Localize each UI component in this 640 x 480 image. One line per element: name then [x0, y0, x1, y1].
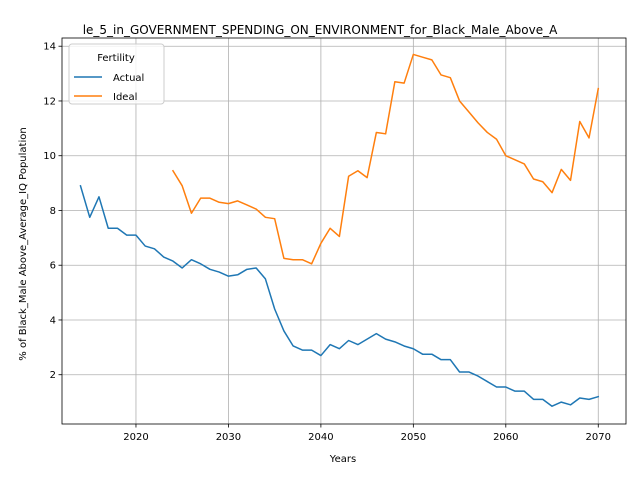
x-axis-ticks: 2020 2030 2040 2050 2060 2070 — [123, 424, 611, 443]
series-lines — [79, 53, 600, 407]
y-tick-label: 2 — [50, 370, 56, 381]
legend-label-actual: Actual — [113, 73, 144, 84]
x-tick-label: 2030 — [216, 432, 241, 443]
y-tick-label: 8 — [50, 206, 56, 217]
series-line-ideal — [171, 53, 600, 265]
y-axis-label: % of Black_Male Above_Average_IQ Populat… — [18, 127, 29, 360]
legend-label-ideal: Ideal — [113, 92, 137, 103]
y-tick-label: 12 — [43, 96, 56, 107]
y-tick-label: 4 — [50, 315, 56, 326]
x-tick-label: 2020 — [123, 432, 148, 443]
series-line-actual — [79, 184, 600, 407]
x-axis-label: Years — [329, 454, 356, 465]
x-tick-label: 2060 — [493, 432, 518, 443]
x-tick-label: 2070 — [586, 432, 611, 443]
legend-title: Fertility — [97, 53, 135, 64]
x-tick-label: 2050 — [401, 432, 426, 443]
chart-title: le_5_in_GOVERNMENT_SPENDING_ON_ENVIRONME… — [83, 23, 558, 37]
y-axis-ticks: 2 4 6 8 10 12 14 — [43, 42, 62, 381]
plot-frame — [61, 37, 627, 425]
legend-box — [68, 43, 165, 105]
y-tick-label: 6 — [50, 261, 56, 272]
legend: Fertility Actual Ideal — [68, 43, 165, 105]
y-tick-label: 14 — [43, 42, 56, 53]
y-tick-label: 10 — [43, 151, 56, 162]
legend-items: Actual Ideal — [74, 73, 144, 103]
x-tick-label: 2040 — [308, 432, 333, 443]
